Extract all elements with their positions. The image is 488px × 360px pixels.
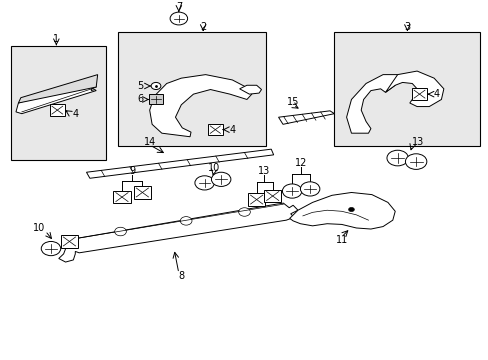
Polygon shape <box>149 75 251 137</box>
Bar <box>207 124 222 135</box>
Circle shape <box>300 182 319 196</box>
Bar <box>11 46 106 160</box>
Text: 5: 5 <box>137 81 143 91</box>
Bar <box>113 191 130 203</box>
Text: 9: 9 <box>129 166 135 176</box>
Circle shape <box>348 207 354 212</box>
Circle shape <box>195 176 214 190</box>
Text: 6: 6 <box>137 94 143 104</box>
Polygon shape <box>239 85 261 94</box>
Polygon shape <box>19 75 98 103</box>
Text: 7: 7 <box>175 2 182 12</box>
Text: 3: 3 <box>404 22 409 32</box>
Polygon shape <box>346 75 397 133</box>
Text: 1: 1 <box>53 34 59 44</box>
Text: 2: 2 <box>200 22 206 32</box>
Text: 10: 10 <box>33 223 45 233</box>
Circle shape <box>151 82 161 90</box>
Polygon shape <box>385 71 443 107</box>
Polygon shape <box>289 193 394 229</box>
Polygon shape <box>59 203 297 262</box>
Circle shape <box>211 172 230 186</box>
Bar <box>264 190 281 202</box>
Circle shape <box>238 208 250 216</box>
Circle shape <box>282 184 301 198</box>
Text: 15: 15 <box>286 97 299 107</box>
Text: 12: 12 <box>294 158 306 168</box>
Bar <box>411 89 427 100</box>
Text: 8: 8 <box>178 271 184 281</box>
Bar <box>118 32 266 145</box>
Bar <box>49 104 65 116</box>
Circle shape <box>115 227 126 236</box>
Text: 11: 11 <box>335 235 347 245</box>
Polygon shape <box>16 78 96 114</box>
Text: 4: 4 <box>73 109 79 119</box>
Bar <box>61 235 78 248</box>
Polygon shape <box>278 111 334 124</box>
Text: 10: 10 <box>207 163 220 173</box>
Circle shape <box>405 154 426 170</box>
Circle shape <box>386 150 407 166</box>
Text: 13: 13 <box>258 166 270 176</box>
Bar <box>247 193 265 206</box>
Circle shape <box>170 12 187 25</box>
Bar <box>133 186 151 199</box>
Bar <box>334 32 479 145</box>
Circle shape <box>180 217 192 225</box>
Text: 4: 4 <box>229 125 236 135</box>
Text: 13: 13 <box>411 137 424 147</box>
Polygon shape <box>86 149 273 178</box>
Text: 4: 4 <box>432 89 438 99</box>
Bar <box>149 94 163 104</box>
Circle shape <box>41 242 61 256</box>
Text: 14: 14 <box>143 137 156 147</box>
